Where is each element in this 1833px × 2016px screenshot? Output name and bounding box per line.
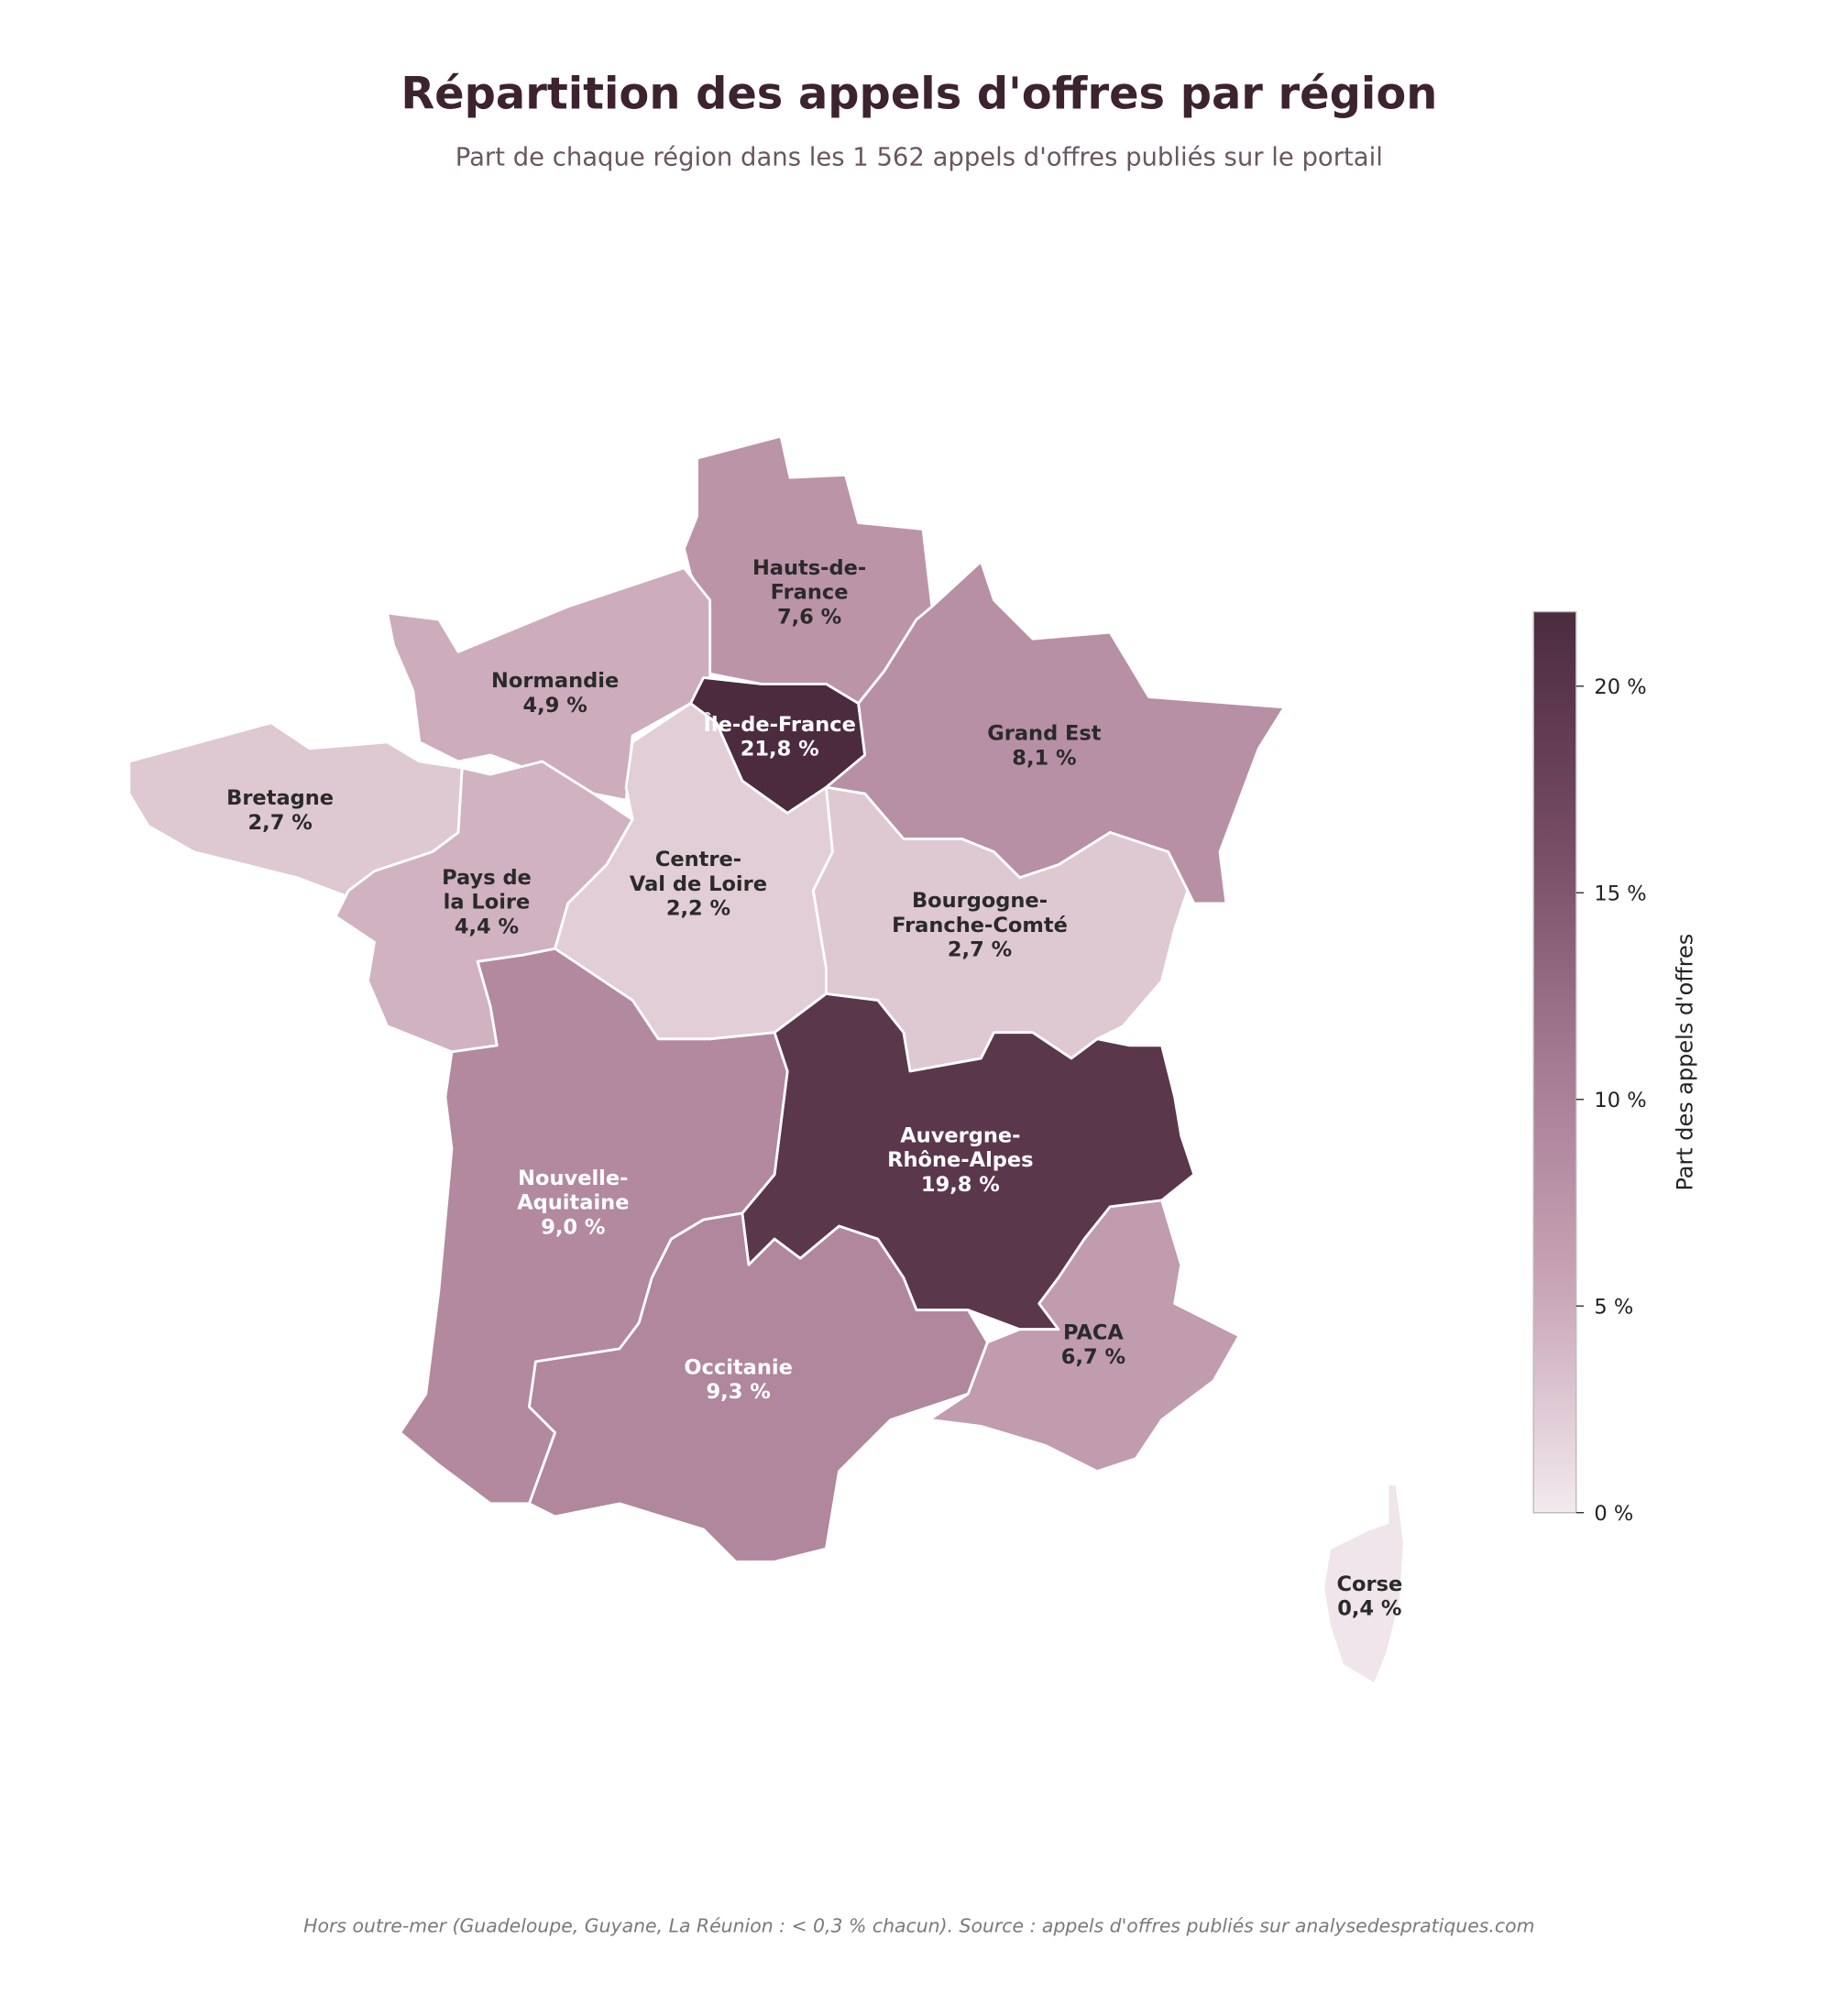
region-name: Franche-Comté — [892, 914, 1068, 937]
region-label: Hauts-de-France 7,6 % — [752, 556, 866, 630]
region-label: Nouvelle-Aquitaine 9,0 % — [517, 1167, 629, 1240]
region-name: Normandie — [491, 669, 619, 693]
region-label: Grand Est 8,1 % — [987, 722, 1102, 771]
region-labels: Hauts-de-France 7,6 % Normandie 4,9 % Île-de… — [226, 556, 1402, 1621]
region-value: 7,6 % — [777, 605, 841, 629]
region-label: Bretagne 2,7 % — [226, 786, 334, 835]
region-value: 2,7 % — [247, 811, 312, 835]
region-label: Centre-Val de Loire 2,2 % — [630, 848, 767, 921]
region — [1322, 1483, 1406, 1686]
region-name: Corse — [1336, 1572, 1402, 1596]
region-value: 2,2 % — [666, 897, 730, 921]
region-label: Auvergne-Rhône-Alpes 19,8 % — [887, 1123, 1033, 1197]
region-name: Pays de — [442, 866, 532, 890]
region-name: Aquitaine — [517, 1191, 629, 1215]
region-name: Val de Loire — [630, 872, 767, 896]
chart-title: Répartition des appels d'offres par régi… — [401, 69, 1437, 119]
region-name: Rhône-Alpes — [887, 1148, 1033, 1172]
region-name: Centre- — [655, 848, 741, 871]
region-name: PACA — [1063, 1320, 1124, 1344]
region-name: Bretagne — [226, 786, 334, 810]
colorbar-label: Part des appels d'offres — [1672, 934, 1697, 1191]
region-label: Normandie 4,9 % — [491, 669, 619, 718]
region-label: Corse 0,4 % — [1336, 1572, 1402, 1621]
region-value: 9,0 % — [541, 1215, 605, 1239]
colorbar-tick-label: 10 % — [1594, 1089, 1646, 1112]
colorbar-tick-label: 20 % — [1594, 675, 1646, 699]
region-name: Auvergne- — [900, 1123, 1020, 1147]
region-label: Occitanie 9,3 % — [684, 1355, 793, 1404]
region-label: Île-de-France 21,8 % — [704, 711, 856, 761]
region-value: 8,1 % — [1012, 747, 1076, 771]
region-value: 6,7 % — [1061, 1345, 1125, 1369]
region-value: 4,9 % — [522, 694, 587, 718]
region-name: la Loire — [444, 891, 531, 915]
regions — [127, 434, 1406, 1686]
region-name: Bourgogne- — [912, 889, 1048, 913]
region-label: Pays de la Loire 4,4 % — [442, 866, 532, 939]
footnote: Hors outre-mer (Guadeloupe, Guyane, La R… — [303, 1914, 1534, 1936]
region-name: Nouvelle- — [518, 1167, 628, 1190]
colorbar-tick-label: 5 % — [1594, 1296, 1633, 1320]
region-value: 2,7 % — [948, 938, 1012, 962]
region-name: France — [771, 581, 849, 605]
region — [528, 1211, 989, 1563]
colorbar-gradient — [1532, 610, 1577, 1514]
colorbar: 0 % 5 % 10 % 15 % 20 % — [1532, 610, 1647, 1526]
region-value: 0,4 % — [1337, 1597, 1401, 1621]
region — [927, 1199, 1241, 1474]
region-label: PACA 6,7 % — [1061, 1320, 1125, 1369]
region-name: Grand Est — [987, 722, 1102, 746]
region-value: 4,4 % — [455, 915, 519, 938]
colorbar-tick-label: 0 % — [1594, 1502, 1633, 1526]
region-label: Bourgogne-Franche-Comté 2,7 % — [892, 889, 1068, 962]
region-value: 19,8 % — [921, 1173, 1000, 1197]
region-value: 9,3 % — [706, 1380, 770, 1404]
region-value: 21,8 % — [741, 738, 819, 761]
colorbar-tick-label: 15 % — [1594, 882, 1646, 906]
region-name: Occitanie — [684, 1355, 793, 1379]
region-name: Île-de-France — [704, 711, 856, 737]
region-name: Hauts-de- — [752, 556, 866, 580]
chart-subtitle: Part de chaque région dans les 1 562 app… — [456, 143, 1383, 171]
